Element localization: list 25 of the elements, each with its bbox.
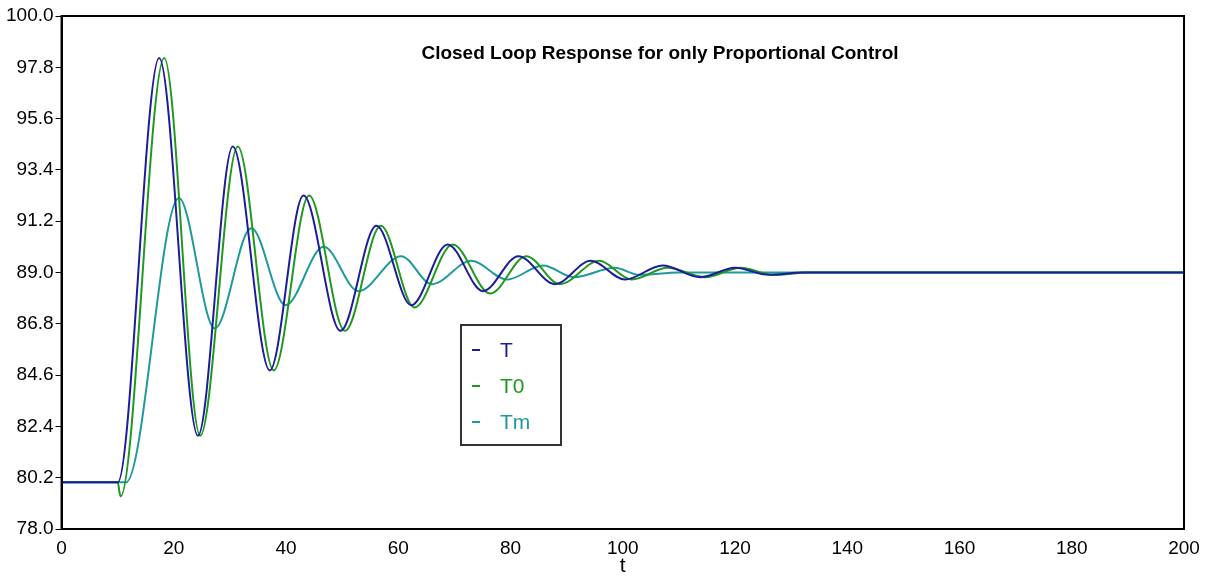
x-tick-label: 140 [831,536,864,558]
x-tick-label: 60 [387,536,409,558]
x-tick-label: 20 [163,536,185,558]
y-tick-label: 91.2 [16,209,54,231]
x-tick-label: 120 [719,536,751,558]
x-tick-label: 200 [1168,536,1200,558]
x-tick-label: 160 [943,536,976,558]
x-tick-label: 80 [499,536,522,558]
y-tick-label: 93.4 [16,158,54,180]
y-tick-label: 84.6 [16,363,54,385]
legend-label: Tm [500,409,531,434]
y-tick-label: 86.8 [16,312,54,334]
y-tick-label: 100.0 [6,4,54,26]
legend-label: T0 [500,373,525,398]
y-tick-label: 89.0 [16,260,54,282]
x-tick-label: 0 [56,536,67,558]
x-tick-label: 40 [275,536,297,558]
x-tick-label: 180 [1055,536,1088,558]
y-tick-label: 82.4 [16,414,54,436]
y-tick-label: 95.6 [16,106,54,128]
y-tick-label: 80.2 [16,465,54,487]
y-tick-label: 78.0 [16,517,54,539]
y-tick-label: 97.8 [16,55,54,77]
legend-label: T [500,337,513,362]
text: Closed Loop Response for only Proportional Control [420,42,900,64]
